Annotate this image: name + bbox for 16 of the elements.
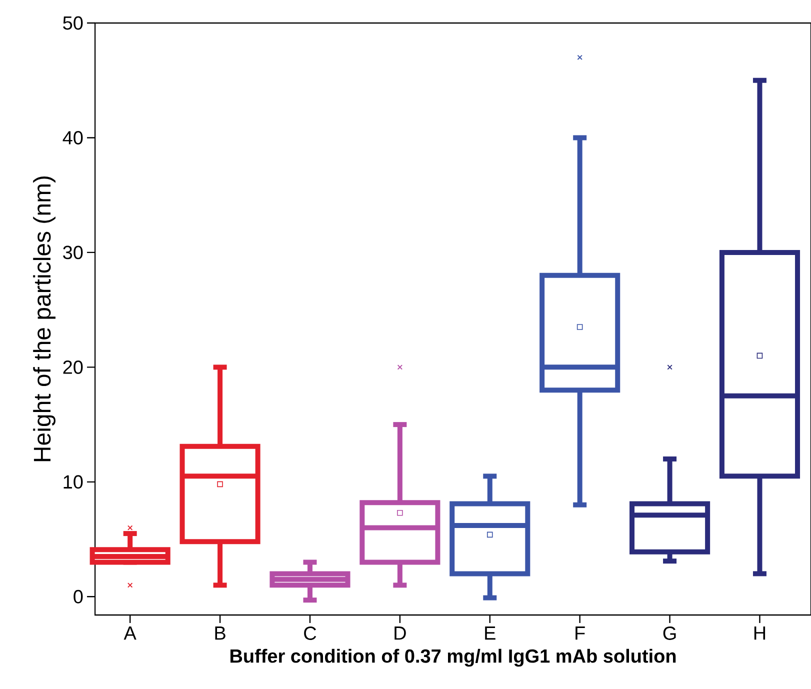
x-tick-label: G [663,626,676,640]
y-tick-label: 30 [63,246,83,260]
y-tick-label: 50 [63,16,83,30]
x-tick-label: E [485,626,496,640]
y-tick-label: 40 [62,131,83,144]
x-axis-title: Buffer condition of 0.37 mg/ml IgG1 mAb solution [230,648,676,667]
x-tick-label: H [754,626,766,640]
y-tick-label: 0 [74,590,83,604]
y-axis-title: Height of the particles (nm) [33,176,56,462]
x-tick-label: F [576,626,585,640]
y-tick-label: 10 [64,475,83,489]
x-tick-label: C [304,626,316,640]
x-tick-label: A [124,626,136,640]
x-tick-label: D [394,626,406,640]
y-tick-label: 20 [63,360,83,374]
x-tick-label: B [215,626,226,640]
